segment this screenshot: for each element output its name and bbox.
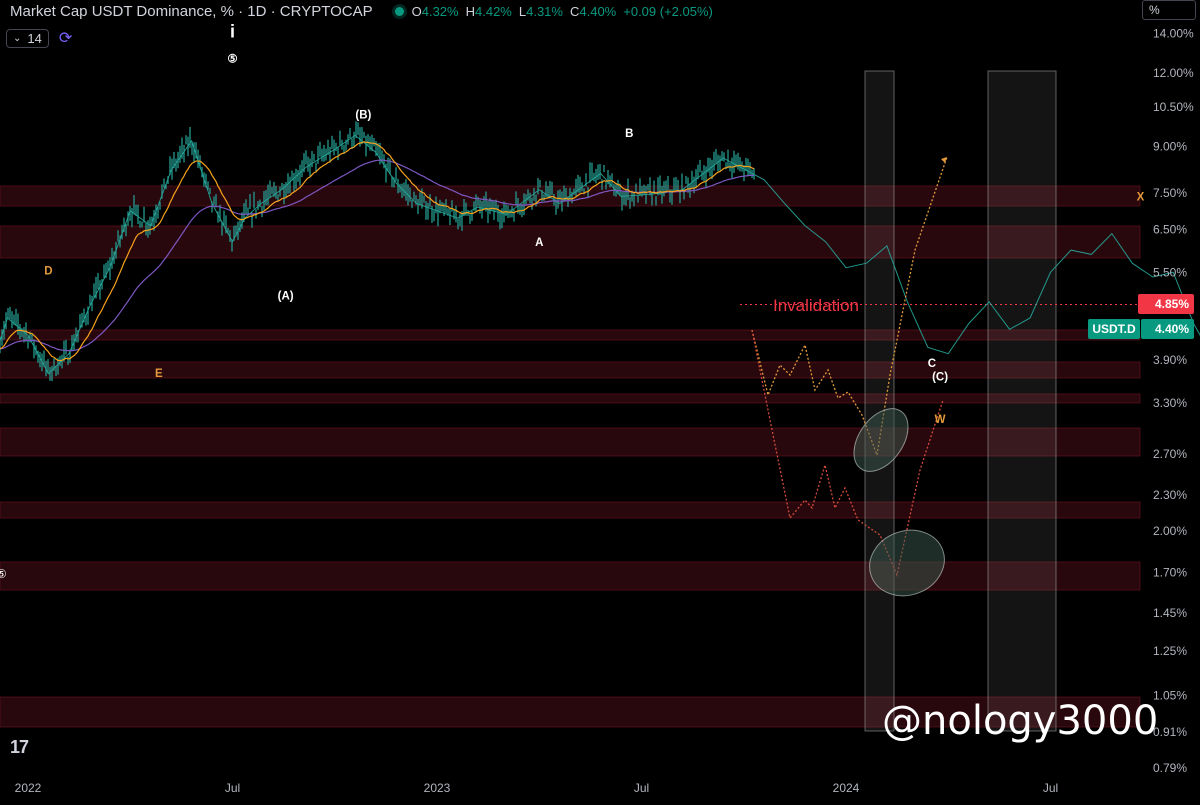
x-tick-label: Jul [1043, 781, 1058, 795]
projection-arrow-up-icon [941, 157, 947, 163]
wave-label-edge: ⑤ [0, 567, 7, 581]
y-tick-label: 7.50% [1153, 186, 1187, 200]
y-tick-label: 10.50% [1153, 100, 1194, 114]
x-tick-label: Jul [634, 781, 649, 795]
support-zone-5 [0, 427, 1141, 457]
y-tick-label: 2.70% [1153, 447, 1187, 461]
y-tick-label: 0.79% [1153, 761, 1187, 775]
ema-fast-line [0, 141, 755, 362]
y-tick-label: 1.25% [1153, 644, 1187, 658]
wave-label-0: i [230, 21, 235, 41]
x-tick-label: 2022 [15, 781, 42, 795]
invalidation-price-tag: 4.85% [1138, 294, 1194, 314]
wave-label-6: D [44, 266, 52, 278]
x-tick-label: 2024 [833, 781, 860, 795]
wave-label-7: E [155, 368, 163, 380]
ohlc-open: O4.32% [411, 3, 459, 19]
x-tick-label: 2023 [424, 781, 451, 795]
ohlc-high: H4.42% [465, 3, 512, 19]
indicator-toggle[interactable]: ⌄ 14 [6, 28, 49, 48]
support-zone-1 [0, 225, 1141, 259]
support-zone-3 [0, 361, 1141, 379]
ohlc-close: C4.40% [569, 3, 617, 19]
support-zone-7 [0, 561, 1141, 591]
ema-slow-line [0, 159, 755, 352]
invalidation-label: Invalidation [773, 296, 860, 315]
target-zone-lower [869, 529, 945, 597]
y-tick-label: 6.50% [1153, 223, 1187, 237]
y-tick-label: 1.05% [1153, 688, 1187, 702]
time-window-box-1 [864, 70, 895, 732]
x-tick-label: Jul [225, 781, 240, 795]
y-tick-label: 2.30% [1153, 488, 1187, 502]
y-tick-label: 0.91% [1153, 725, 1187, 739]
wave-label-3: B [625, 128, 633, 140]
y-tick-label: 5.50% [1153, 265, 1187, 279]
indicator-count: 14 [27, 30, 42, 46]
wave-label-1: ⑤ [227, 53, 238, 66]
author-watermark: @nology3000 [882, 698, 1159, 744]
wave-label-5: (A) [278, 290, 294, 302]
last-price-tag: 4.40% [1141, 319, 1194, 339]
ticker-tag: USDT.D [1088, 319, 1140, 339]
support-zone-4 [0, 393, 1141, 404]
wave-label-8: X [1137, 192, 1145, 204]
chevron-down-icon: ⌄ [13, 32, 22, 44]
wave-label-2: (B) [355, 109, 371, 121]
support-zone-8 [0, 696, 1141, 728]
projection-path-bullish [751, 156, 948, 458]
ohlc-change: +0.09 (+2.05%) [623, 3, 713, 19]
price-line [0, 134, 1200, 375]
wave-label-10: (C) [932, 372, 948, 384]
market-status-dot [394, 6, 404, 16]
y-tick-label: 12.00% [1153, 66, 1194, 80]
wave-label-11: W [935, 414, 946, 426]
y-tick-label: 3.30% [1153, 396, 1187, 410]
y-tick-label: 2.00% [1153, 524, 1187, 538]
indicator-bar: ⌄ 14 ⟳ [6, 28, 72, 48]
y-tick-label: 1.70% [1153, 565, 1187, 579]
support-zone-2 [0, 329, 1141, 341]
time-window-box-2 [987, 70, 1057, 732]
y-tick-label: 3.90% [1153, 353, 1187, 367]
unit-selector[interactable]: % [1142, 0, 1196, 20]
chart-header: Market Cap USDT Dominance, % · 1D · CRYP… [10, 1, 720, 21]
support-zone-6 [0, 501, 1141, 519]
target-zone-upper [853, 408, 909, 472]
sync-icon[interactable]: ⟳ [58, 30, 73, 47]
tradingview-logo-icon[interactable]: 17 [10, 737, 29, 757]
ohlc-low: L4.31% [518, 3, 563, 19]
y-tick-label: 1.45% [1153, 606, 1187, 620]
y-tick-label: 14.00% [1153, 27, 1194, 41]
symbol-title[interactable]: Market Cap USDT Dominance, % · 1D · CRYP… [10, 2, 373, 20]
wave-label-4: A [535, 237, 543, 249]
wave-label-9: C [928, 358, 936, 370]
y-tick-label: 9.00% [1153, 140, 1187, 154]
